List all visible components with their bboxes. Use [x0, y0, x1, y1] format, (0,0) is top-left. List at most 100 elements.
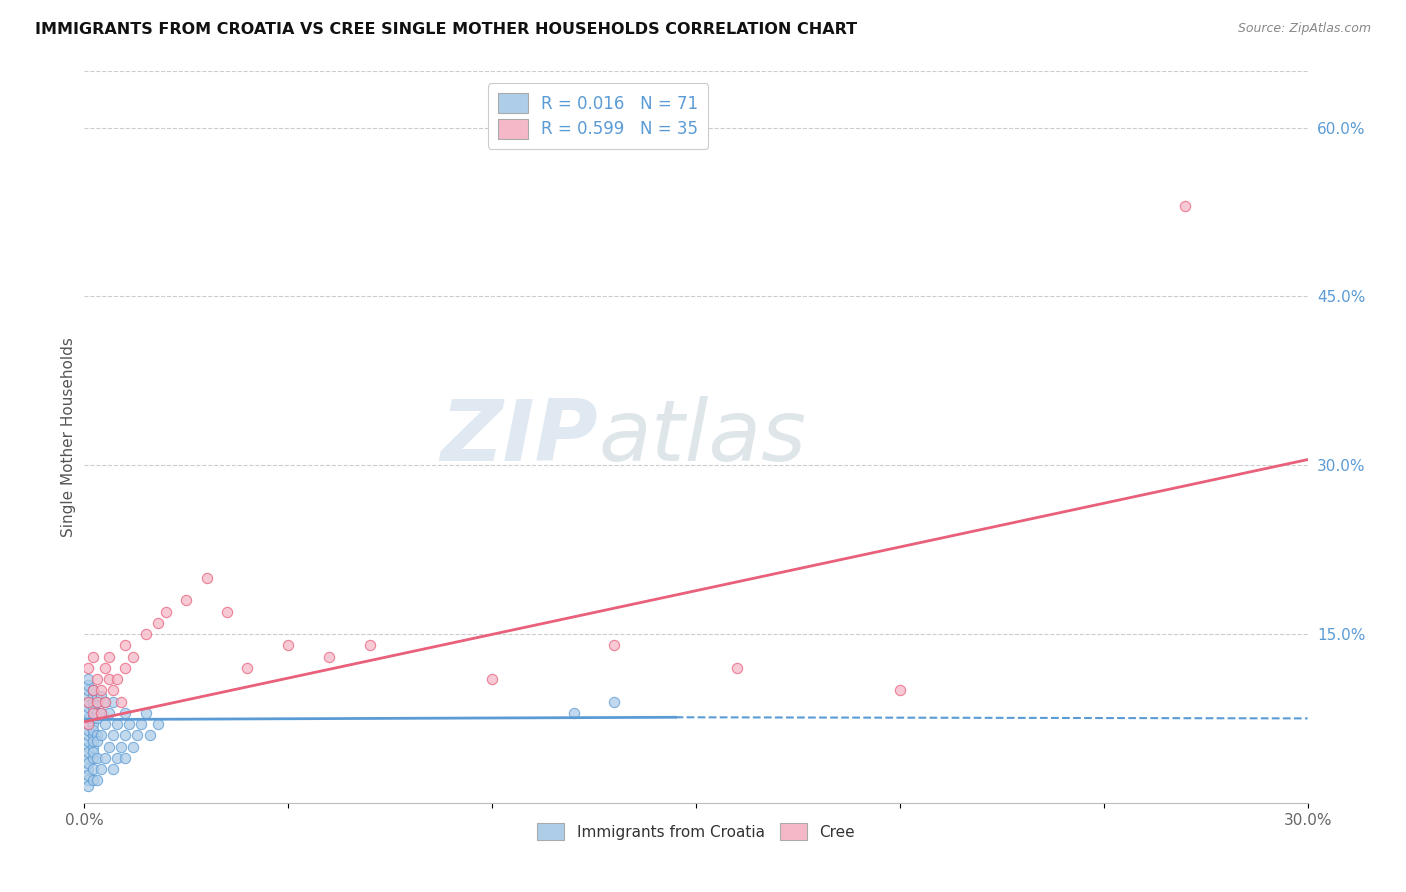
Point	[138, 728, 160, 742]
Point	[77, 767, 100, 781]
Point	[77, 728, 100, 742]
Point	[86, 672, 108, 686]
Point	[82, 728, 104, 742]
Point	[82, 706, 104, 720]
Point	[82, 683, 104, 698]
Point	[110, 694, 132, 708]
Point	[93, 717, 115, 731]
Point	[86, 711, 108, 725]
Point	[114, 638, 136, 652]
Point	[725, 661, 748, 675]
Point	[77, 779, 100, 793]
Point	[82, 649, 104, 664]
Point	[127, 728, 149, 742]
Point	[86, 773, 108, 788]
Point	[77, 756, 100, 771]
Point	[1174, 199, 1197, 213]
Point	[77, 723, 100, 737]
Point	[86, 689, 108, 703]
Point	[77, 739, 100, 754]
Point	[131, 717, 153, 731]
Text: ZIP: ZIP	[440, 395, 598, 479]
Text: atlas: atlas	[598, 395, 806, 479]
Point	[217, 605, 239, 619]
Point	[82, 706, 104, 720]
Point	[114, 706, 136, 720]
Point	[105, 717, 128, 731]
Text: IMMIGRANTS FROM CROATIA VS CREE SINGLE MOTHER HOUSEHOLDS CORRELATION CHART: IMMIGRANTS FROM CROATIA VS CREE SINGLE M…	[35, 22, 858, 37]
Legend: Immigrants from Croatia, Cree: Immigrants from Croatia, Cree	[530, 816, 862, 847]
Point	[195, 571, 218, 585]
Point	[90, 706, 112, 720]
Point	[105, 751, 128, 765]
Point	[359, 638, 381, 652]
Point	[77, 694, 100, 708]
Point	[101, 683, 124, 698]
Point	[82, 717, 104, 731]
Point	[97, 706, 120, 720]
Point	[135, 706, 157, 720]
Point	[77, 711, 100, 725]
Point	[562, 706, 585, 720]
Point	[101, 728, 124, 742]
Point	[105, 672, 128, 686]
Point	[77, 661, 100, 675]
Point	[77, 734, 100, 748]
Point	[86, 694, 108, 708]
Point	[77, 751, 100, 765]
Point	[90, 689, 112, 703]
Point	[93, 694, 115, 708]
Point	[77, 762, 100, 776]
Point	[86, 728, 108, 742]
Point	[114, 728, 136, 742]
Y-axis label: Single Mother Households: Single Mother Households	[60, 337, 76, 537]
Point	[77, 689, 100, 703]
Point	[101, 694, 124, 708]
Point	[77, 694, 100, 708]
Point	[101, 762, 124, 776]
Point	[118, 717, 141, 731]
Point	[174, 593, 197, 607]
Point	[82, 689, 104, 703]
Point	[97, 649, 120, 664]
Point	[97, 739, 120, 754]
Point	[122, 739, 145, 754]
Point	[97, 672, 120, 686]
Point	[82, 683, 104, 698]
Point	[93, 694, 115, 708]
Point	[481, 672, 503, 686]
Point	[82, 739, 104, 754]
Text: Source: ZipAtlas.com: Source: ZipAtlas.com	[1237, 22, 1371, 36]
Point	[155, 605, 177, 619]
Point	[114, 661, 136, 675]
Point	[77, 745, 100, 759]
Point	[603, 694, 626, 708]
Point	[603, 638, 626, 652]
Point	[135, 627, 157, 641]
Point	[82, 723, 104, 737]
Point	[82, 745, 104, 759]
Point	[77, 700, 100, 714]
Point	[90, 762, 112, 776]
Point	[77, 773, 100, 788]
Point	[236, 661, 259, 675]
Point	[82, 773, 104, 788]
Point	[77, 717, 100, 731]
Point	[77, 706, 100, 720]
Point	[889, 683, 911, 698]
Point	[90, 728, 112, 742]
Point	[82, 700, 104, 714]
Point	[122, 649, 145, 664]
Point	[318, 649, 340, 664]
Point	[114, 751, 136, 765]
Point	[82, 762, 104, 776]
Point	[146, 717, 169, 731]
Point	[86, 694, 108, 708]
Point	[77, 683, 100, 698]
Point	[77, 678, 100, 692]
Point	[77, 672, 100, 686]
Point	[146, 615, 169, 630]
Point	[82, 734, 104, 748]
Point	[86, 706, 108, 720]
Point	[110, 739, 132, 754]
